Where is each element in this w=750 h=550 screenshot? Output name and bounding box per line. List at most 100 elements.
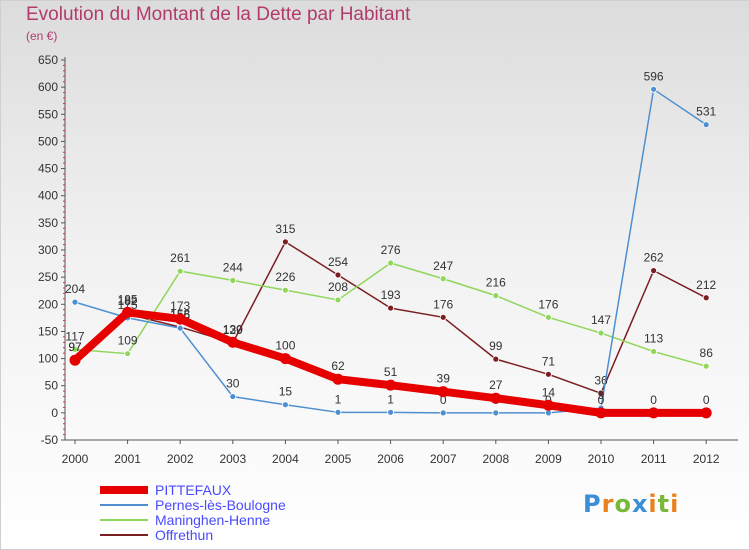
data-label-pittefaux: 14 [542, 385, 556, 399]
data-point-pittefaux [332, 373, 344, 385]
data-point-offrethun [334, 271, 342, 279]
data-label-offrethun: 176 [433, 297, 453, 311]
y-tick-label: 250 [38, 270, 58, 284]
data-label-offrethun: 193 [381, 288, 401, 302]
data-label-offrethun: 315 [275, 222, 295, 236]
data-label-maninghen-henne: 113 [644, 332, 663, 346]
data-label-pittefaux: 100 [275, 339, 295, 353]
data-point-pittefaux [490, 392, 502, 404]
x-tick-label: 2011 [641, 452, 667, 466]
data-point-pernes-les-boulogne [387, 408, 395, 416]
data-point-maninghen-henne [650, 348, 657, 355]
data-point-pittefaux [174, 313, 186, 325]
y-tick-label: 600 [38, 80, 58, 94]
data-label-offrethun: 212 [696, 278, 716, 292]
data-label-pittefaux: 97 [68, 340, 82, 354]
data-point-maninghen-henne [597, 329, 605, 337]
data-label-offrethun: 129 [223, 323, 243, 337]
data-point-pernes-les-boulogne [702, 121, 710, 128]
data-label-maninghen-henne: 147 [591, 313, 611, 327]
x-tick-label: 2012 [693, 452, 720, 466]
x-tick-label: 2010 [588, 452, 615, 466]
data-point-pittefaux [595, 407, 607, 419]
data-point-offrethun [545, 370, 552, 378]
data-point-pittefaux [437, 386, 449, 398]
data-label-pernes-les-boulogne: 0 [440, 393, 447, 407]
legend-label-pittefaux: PITTEFAUX [155, 482, 232, 498]
data-label-pittefaux: 173 [170, 299, 190, 313]
y-tick-label: 550 [38, 107, 58, 121]
data-label-maninghen-henne: 86 [700, 346, 714, 360]
x-tick-label: 2001 [114, 452, 141, 466]
data-point-maninghen-henne [387, 259, 395, 267]
legend-label-offrethun: Offrethun [155, 527, 214, 543]
data-label-pittefaux: 62 [331, 359, 345, 373]
y-tick-label: 650 [38, 53, 58, 67]
legend-swatch-maninghen-henne [100, 519, 148, 521]
data-label-maninghen-henne: 226 [275, 270, 295, 284]
y-tick-label: 300 [38, 243, 58, 257]
data-point-maninghen-henne [702, 362, 710, 370]
logo-letter: t [657, 490, 671, 518]
data-point-offrethun [281, 238, 289, 246]
logo-letter: i [648, 490, 658, 518]
data-label-pernes-les-boulogne: 30 [226, 377, 240, 391]
data-point-maninghen-henne [71, 345, 79, 353]
data-point-offrethun [702, 294, 710, 302]
data-label-pittefaux: 0 [703, 393, 710, 407]
data-label-offrethun: 99 [489, 339, 503, 353]
y-tick-label: 50 [45, 379, 59, 393]
data-point-pittefaux [542, 399, 554, 411]
logo-letter: i [670, 490, 680, 518]
logo-letter: P [583, 490, 602, 518]
legend-item-pernes-les-boulogne: Pernes-lès-Boulogne [100, 498, 350, 513]
data-label-pernes-les-boulogne: 9 [598, 388, 605, 402]
chart-title: Evolution du Montant de la Dette par Hab… [26, 4, 411, 25]
chart-subtitle: (en €) [26, 29, 58, 43]
data-point-pernes-les-boulogne [492, 409, 500, 417]
x-tick-label: 2005 [325, 452, 352, 466]
y-tick-label: 0 [51, 406, 58, 420]
y-tick-label: 500 [38, 134, 58, 148]
x-tick-label: 2007 [430, 452, 457, 466]
data-point-offrethun [650, 267, 657, 275]
data-point-pernes-les-boulogne [176, 324, 184, 332]
data-point-pittefaux [69, 354, 81, 366]
data-label-maninghen-henne: 261 [170, 251, 190, 265]
x-tick-label: 2002 [167, 452, 194, 466]
data-label-maninghen-henne: 276 [381, 243, 401, 257]
data-point-pittefaux [648, 407, 660, 419]
data-point-maninghen-henne [492, 292, 500, 300]
data-label-maninghen-henne: 117 [65, 329, 84, 343]
data-label-maninghen-henne: 208 [328, 280, 348, 294]
legend-swatch-pernes-les-boulogne [100, 504, 148, 506]
data-point-maninghen-henne [176, 267, 184, 275]
data-label-pittefaux: 27 [489, 378, 503, 392]
legend-swatch-offrethun [100, 534, 148, 536]
data-point-pernes-les-boulogne [229, 393, 237, 400]
y-tick-label: 150 [38, 324, 58, 338]
data-point-pernes-les-boulogne [71, 298, 79, 306]
legend-swatch-pittefaux [100, 486, 148, 494]
legend-item-pittefaux: PITTEFAUX [100, 483, 350, 498]
data-point-offrethun [439, 313, 447, 321]
y-tick-label: 100 [38, 352, 58, 366]
data-point-maninghen-henne [229, 276, 237, 284]
data-label-maninghen-henne: 247 [433, 259, 453, 273]
legend-label-maninghen-henne: Maninghen-Henne [155, 512, 271, 528]
data-point-pernes-les-boulogne [439, 409, 447, 417]
data-point-offrethun [492, 355, 500, 363]
data-label-pittefaux: 39 [437, 372, 451, 386]
data-label-pernes-les-boulogne: 1 [387, 392, 394, 406]
data-label-maninghen-henne: 176 [538, 297, 558, 311]
data-label-maninghen-henne: 109 [118, 334, 138, 348]
y-tick-label: 450 [38, 162, 58, 176]
data-label-pernes-les-boulogne: 204 [65, 282, 85, 296]
data-label-offrethun: 71 [542, 354, 556, 368]
data-label-pittefaux: 0 [650, 393, 657, 407]
legend-item-maninghen-henne: Maninghen-Henne [100, 513, 350, 528]
x-tick-label: 2000 [62, 452, 89, 466]
data-label-pernes-les-boulogne: 1 [335, 392, 342, 406]
